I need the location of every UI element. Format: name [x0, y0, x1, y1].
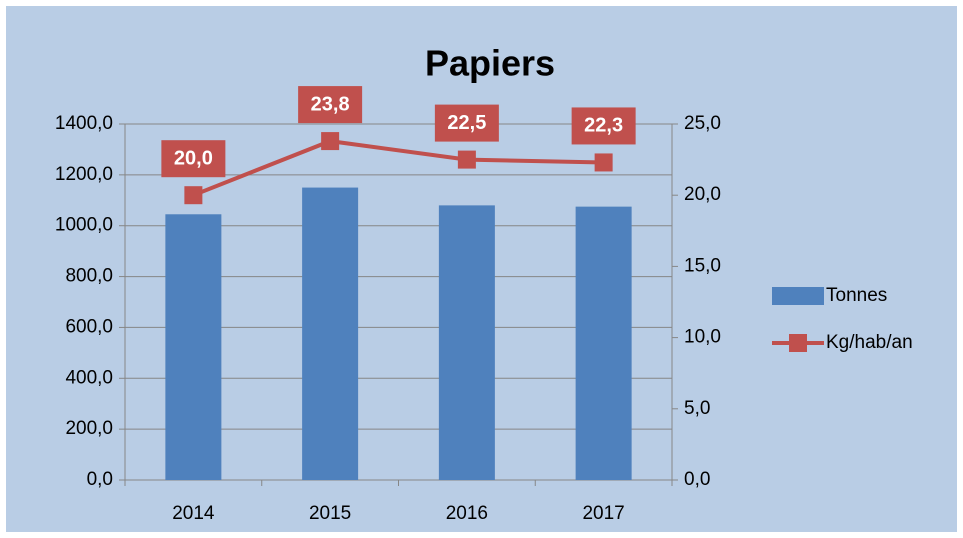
y-tick-label: 1200,0: [55, 164, 113, 185]
value-label: 22,5: [447, 112, 486, 134]
y-tick-label: 400,0: [65, 367, 113, 388]
y-tick-label: 200,0: [65, 418, 113, 439]
value-label-box: [571, 107, 636, 145]
value-label-box: [298, 86, 363, 124]
x-tick-label: 2015: [309, 503, 351, 524]
y-tick-label: 1400,0: [55, 113, 113, 134]
y-tick-label: 1000,0: [55, 215, 113, 236]
line-marker: [321, 132, 340, 151]
value-label: 23,8: [311, 93, 350, 115]
y-tick-label: 600,0: [65, 316, 113, 337]
y-tick-label: 800,0: [65, 266, 113, 287]
legend-marker: [789, 334, 807, 352]
y2-tick-label: 15,0: [684, 255, 721, 276]
y-tick-label: 0,0: [87, 469, 113, 490]
value-label-box: [434, 104, 499, 142]
line-marker: [184, 186, 203, 205]
y2-tick-label: 10,0: [684, 327, 721, 348]
line-marker: [594, 153, 613, 172]
x-tick-label: 2016: [446, 503, 488, 524]
bar: [438, 205, 495, 480]
value-label: 22,3: [584, 115, 623, 137]
legend-swatch: [772, 287, 824, 305]
chart-title: Papiers: [425, 43, 555, 84]
value-label: 20,0: [174, 147, 213, 169]
legend-label: Tonnes: [826, 285, 887, 306]
legend-label: Kg/hab/an: [826, 332, 913, 353]
y2-tick-label: 25,0: [684, 113, 721, 134]
y2-tick-label: 20,0: [684, 184, 721, 205]
x-tick-label: 2014: [172, 503, 215, 524]
x-tick-label: 2017: [582, 503, 624, 524]
bar: [302, 187, 359, 481]
bar: [165, 214, 222, 480]
line-marker: [457, 150, 476, 169]
bar: [575, 206, 632, 480]
value-label-box: [161, 140, 226, 178]
line: [192, 139, 604, 198]
y2-tick-label: 5,0: [684, 398, 710, 419]
y2-tick-label: 0,0: [684, 469, 710, 490]
